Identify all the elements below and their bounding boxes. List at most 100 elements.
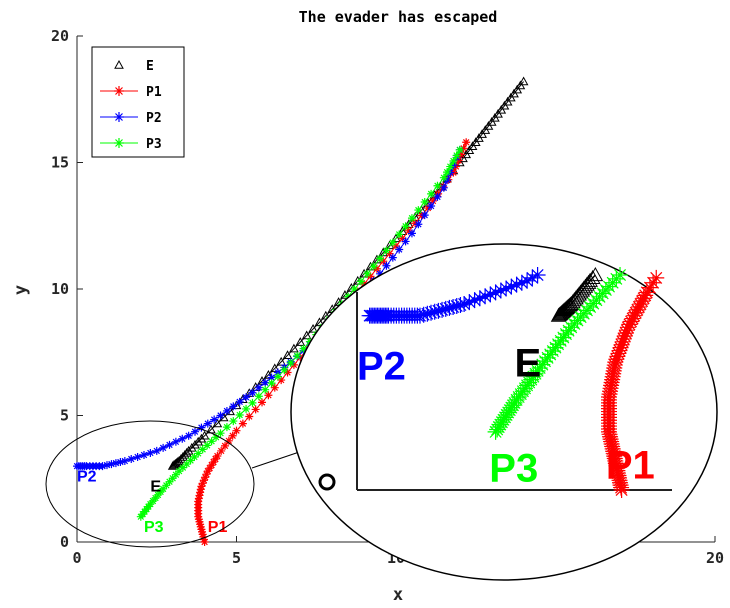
data-point [270,383,279,392]
data-point [273,372,282,381]
data-point [251,405,260,414]
data-point [127,455,136,464]
legend-marker [114,112,124,122]
legend-box [91,46,185,158]
data-point [267,379,276,388]
data-point [462,138,471,147]
zoom-data-point [621,316,638,333]
zoom-data-point [487,284,504,301]
data-point [411,219,420,228]
data-point [152,446,161,455]
zoom-data-point [618,322,635,339]
data-point [198,530,207,539]
data-point [120,457,129,466]
data-point [199,532,208,541]
zoom-data-point [437,300,454,317]
y-tick-label: 15 [51,154,69,172]
data-point [372,264,381,273]
data-point [404,226,413,235]
annotation-label: E [150,478,161,495]
data-point [518,76,529,86]
data-point [196,433,207,443]
data-point [280,365,289,374]
data-point [388,253,397,262]
legend-item-p3: P3 [100,137,162,152]
data-point [261,385,270,394]
data-point [356,277,365,286]
legend-item-p1: P1 [100,85,162,100]
data-point [245,412,254,421]
zoom-source-ellipse [45,420,255,548]
legend-label: P2 [146,111,162,126]
zoom-data-point [492,282,509,299]
data-point [171,437,180,446]
data-point [398,234,407,243]
zoom-data-point [612,267,629,283]
data-point [407,229,416,238]
series-layer [73,76,529,546]
zoom-data-point [632,296,649,313]
data-point [228,431,237,440]
data-point [427,202,436,211]
data-point [439,183,448,192]
zoom-data-point [529,267,546,283]
data-point [139,450,148,459]
data-point [190,452,199,461]
x-tick-label: 20 [706,549,724,567]
data-point [178,463,187,472]
zoom-data-point [637,287,654,304]
data-point [451,162,460,171]
zoom-data-point [610,345,627,362]
data-point [171,470,180,479]
data-point [277,376,286,385]
data-point [182,460,191,469]
data-point [107,460,116,469]
zoom-data-point [614,333,631,350]
data-point [213,451,222,460]
zoom-data-point [617,325,634,342]
data-point [198,479,207,488]
zoom-data-point [612,339,629,356]
data-point [395,230,404,239]
data-point [172,457,183,466]
legend-marker [114,59,124,69]
data-point [102,461,111,470]
data-point [248,388,257,397]
chart-title: The evader has escaped [299,8,498,26]
data-point [360,279,369,288]
zoom-data-point [629,301,646,318]
data-point [202,470,211,479]
data-point [443,168,452,177]
data-point [199,476,208,485]
data-point [299,344,308,353]
data-point [350,285,359,293]
data-point [264,391,273,400]
series-p2 [73,145,464,471]
data-point [196,520,205,529]
data-point [301,330,312,340]
data-point [395,245,404,254]
zoom-data-point [645,274,662,291]
data-point [183,445,194,455]
data-point [454,156,463,165]
data-point [289,343,299,353]
annotation-label: P1 [208,519,228,536]
data-point [388,238,397,247]
zoom-data-point [627,304,644,321]
zoom-data-point [519,272,536,289]
zoom-origin-mark [318,473,336,491]
data-point [434,189,443,198]
zoom-data-point [641,279,658,296]
data-point [146,448,155,457]
data-point [211,455,220,464]
data-point [293,351,302,360]
zoom-data-point [461,294,478,311]
zoom-annotation-label: P1 [606,443,655,487]
data-point [427,189,436,198]
data-point [258,398,267,407]
data-point [186,456,195,465]
data-point [382,246,391,255]
data-point [401,222,410,231]
data-point [194,494,203,503]
x-tick-label: 0 [72,549,81,567]
